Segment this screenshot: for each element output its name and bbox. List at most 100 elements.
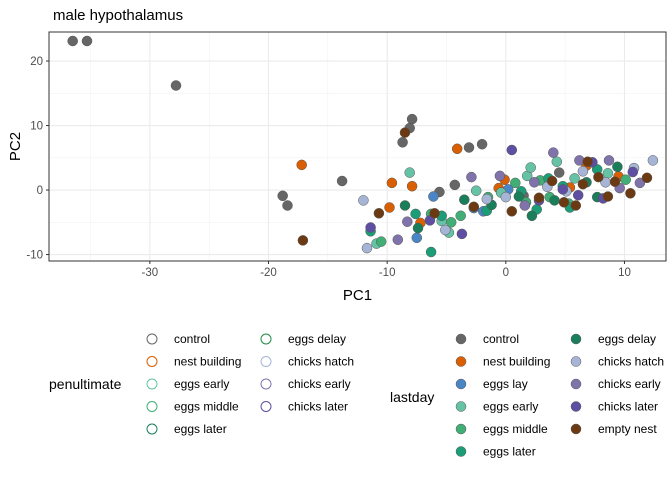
legend-title-lastday: lastday (390, 389, 434, 405)
data-point (410, 208, 421, 220)
data-points (67, 35, 659, 258)
x-tick-label: -30 (142, 267, 159, 279)
legend-key (570, 378, 582, 390)
legend-key (455, 356, 467, 367)
y-axis-title: PC2 (7, 132, 24, 161)
legend-label: eggs lay (483, 377, 528, 391)
data-point (470, 185, 482, 196)
data-point (647, 155, 659, 166)
legend-label: chicks early (288, 377, 351, 391)
data-point (399, 200, 411, 211)
data-point (519, 200, 531, 211)
legend-key (146, 423, 158, 435)
legend-key (570, 333, 582, 345)
legend-label: chicks hatch (288, 355, 354, 369)
legend-label: eggs later (483, 445, 536, 459)
data-point (412, 222, 424, 234)
legend-label: chicks hatch (598, 355, 664, 369)
data-point (297, 235, 309, 246)
data-point (569, 173, 580, 184)
legend-label: nest building (174, 355, 241, 369)
data-point (459, 194, 470, 205)
legend-key (146, 401, 158, 412)
data-point (361, 242, 373, 254)
data-point (336, 175, 348, 187)
data-point (513, 191, 525, 202)
data-point (466, 171, 477, 183)
x-tick-label: 0 (503, 267, 509, 279)
data-point (481, 193, 493, 205)
legend-key (146, 378, 158, 390)
data-point (428, 191, 439, 202)
axis-ticks: -30 -20 -10 0 10 -10 0 10 20 (26, 56, 630, 279)
data-point (476, 138, 488, 150)
grid-lines (49, 32, 666, 261)
data-point (627, 166, 639, 178)
data-point (445, 217, 457, 228)
data-point (282, 200, 293, 211)
data-point (406, 113, 418, 125)
legend-key (570, 401, 582, 412)
data-point (402, 216, 413, 227)
legend-label: empty nest (598, 422, 657, 436)
data-point (570, 200, 582, 211)
data-point (529, 177, 540, 188)
data-point (557, 184, 569, 195)
data-point (406, 180, 418, 192)
data-point (500, 191, 512, 203)
data-point (296, 159, 307, 171)
data-point (625, 188, 636, 199)
legend-key (570, 423, 582, 435)
data-point (384, 202, 395, 213)
data-point (533, 192, 545, 204)
data-point (392, 234, 404, 245)
data-point (67, 35, 78, 47)
data-point (572, 189, 584, 201)
data-point (411, 232, 423, 244)
legend-label: eggs delay (288, 332, 346, 346)
data-point (612, 161, 623, 173)
chart-title: male hypothalamus (53, 7, 183, 24)
legend-key (260, 333, 272, 345)
x-tick-label: 10 (618, 267, 631, 279)
legend-label: control (174, 332, 210, 346)
data-point (456, 228, 468, 240)
legend-label: chicks later (598, 400, 658, 414)
data-point (577, 178, 589, 190)
data-point (468, 201, 480, 213)
data-point (449, 179, 461, 191)
data-point (577, 166, 589, 177)
data-point (81, 35, 93, 47)
data-point (494, 170, 506, 182)
legend-key (455, 378, 467, 390)
data-point (602, 168, 614, 179)
data-point (548, 147, 559, 158)
data-point (526, 210, 538, 222)
legend-key (570, 356, 582, 367)
data-point (551, 156, 563, 167)
y-tick-label: 0 (37, 185, 43, 197)
legend-key (146, 333, 158, 345)
data-point (603, 155, 615, 166)
legend-label: chicks later (288, 400, 348, 414)
data-point (399, 127, 411, 138)
data-point (546, 175, 558, 187)
x-tick-label: -20 (260, 267, 277, 279)
data-point (506, 144, 518, 156)
legend-label: eggs early (174, 377, 229, 391)
data-point (358, 195, 369, 206)
y-tick-label: -10 (26, 250, 43, 262)
x-tick-label: -10 (379, 267, 396, 279)
legend-label: eggs early (483, 400, 538, 414)
legend-key (455, 333, 467, 345)
legend-label: control (483, 332, 519, 346)
legend-key (260, 356, 272, 367)
data-point (365, 222, 376, 233)
data-point (451, 143, 463, 155)
data-point (593, 171, 604, 183)
data-point (510, 177, 521, 189)
legend-label: eggs later (174, 422, 227, 436)
data-point (277, 190, 288, 202)
legend-label: chicks early (598, 377, 661, 391)
